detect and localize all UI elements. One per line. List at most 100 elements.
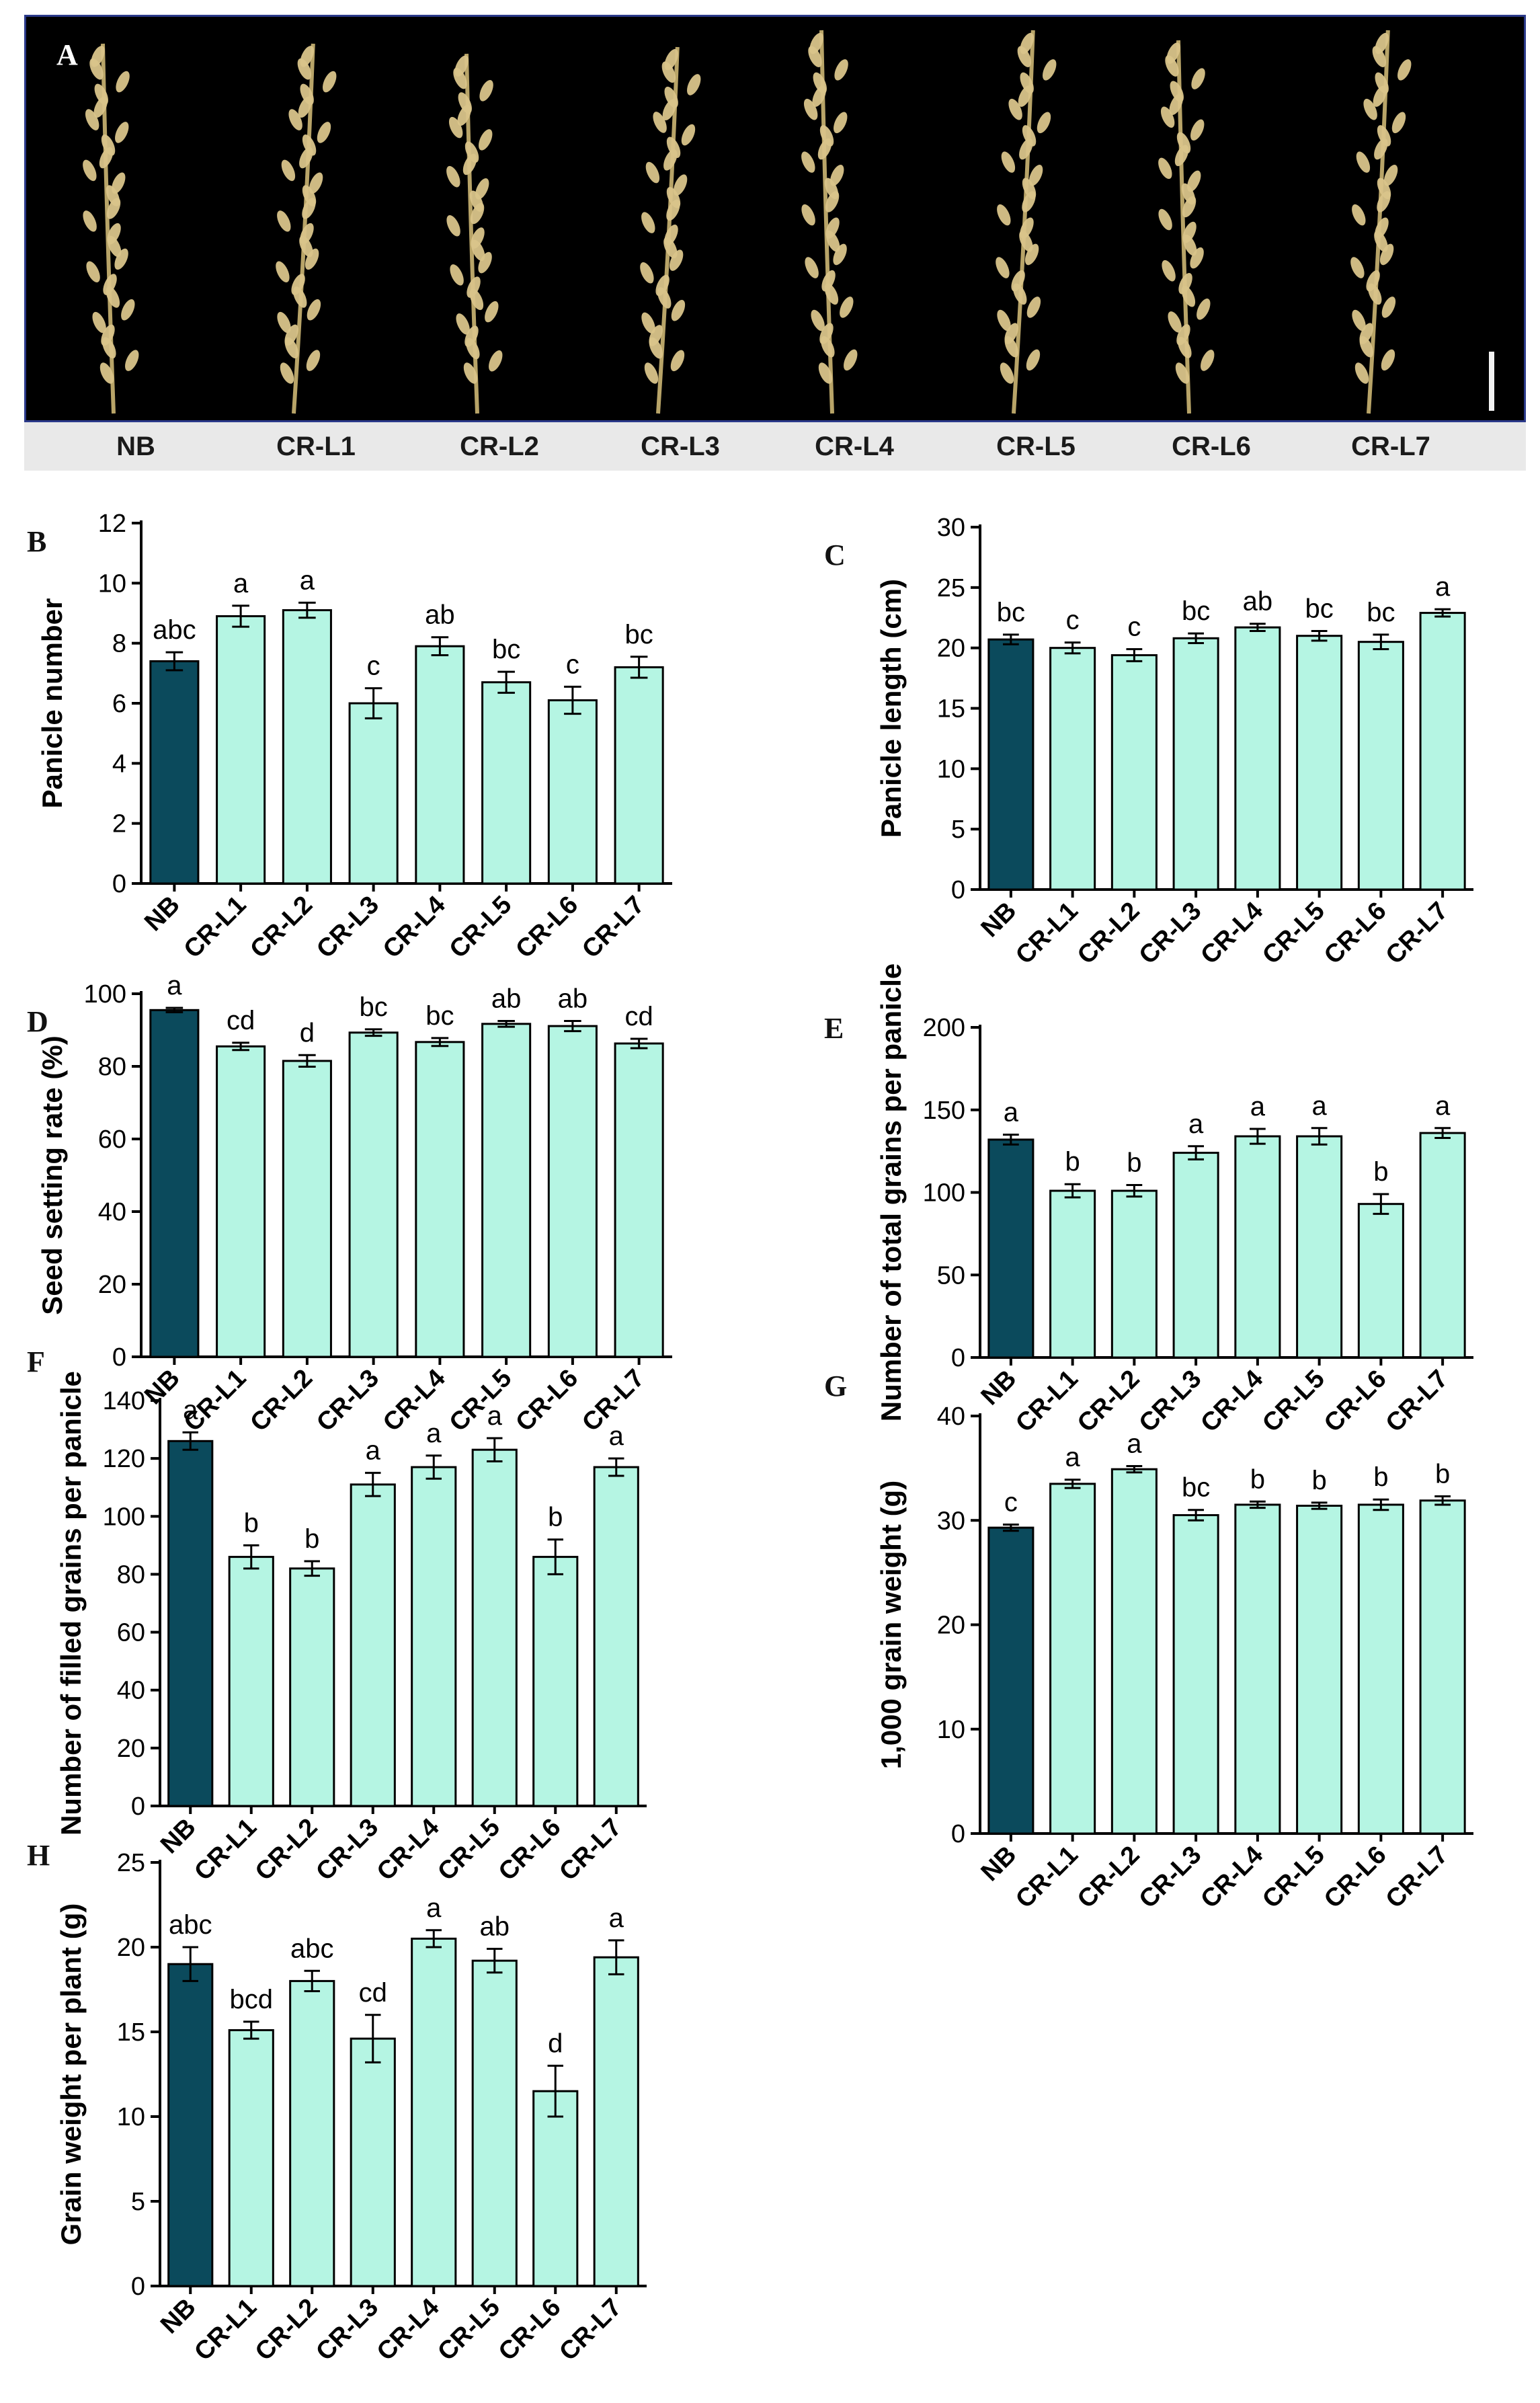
bar-cr-l3 [348, 1031, 399, 1358]
significance-letter-nb: c [1004, 1487, 1018, 1517]
grain [300, 46, 314, 67]
y-tick-label: 20 [98, 1271, 126, 1299]
significance-letter-nb: abc [169, 1910, 212, 1940]
grain [284, 324, 298, 346]
grain [317, 122, 331, 143]
bar-cr-l5 [1296, 1135, 1343, 1359]
grain [1181, 183, 1196, 205]
significance-letter-cr-l2: a [300, 565, 315, 595]
grain [1187, 170, 1201, 192]
grain [1350, 257, 1365, 278]
grain [485, 301, 499, 323]
grain [1352, 204, 1366, 226]
y-tick-label: 0 [131, 1793, 145, 1821]
grain [1170, 81, 1184, 102]
grain [1176, 132, 1191, 154]
bar-cr-l1 [1049, 1189, 1096, 1359]
significance-letter-cr-l3: bc [1182, 1473, 1210, 1503]
grain [103, 274, 117, 295]
grain [306, 350, 321, 371]
bar-cr-l3 [1172, 1513, 1219, 1835]
grain [819, 323, 834, 344]
significance-letter-cr-l2: a [1127, 1429, 1142, 1459]
grain [1397, 59, 1412, 81]
grain [1366, 270, 1380, 292]
significance-letter-cr-l4: ab [425, 600, 455, 630]
bar-nb [167, 1440, 214, 1807]
grain [844, 349, 858, 371]
grain [1178, 272, 1192, 294]
significance-letter-cr-l3: bc [360, 992, 388, 1022]
bar-cr-l2 [1110, 654, 1158, 891]
grain [92, 311, 106, 333]
significance-letter-nb: a [167, 971, 182, 1000]
grain [467, 276, 481, 298]
bar-cr-l7 [614, 1042, 664, 1358]
grain [825, 217, 840, 239]
grain [1004, 323, 1018, 344]
bar-nb [167, 1963, 214, 2287]
grain [281, 159, 296, 182]
significance-letter-cr-l2: b [1127, 1148, 1141, 1177]
grain [309, 172, 323, 194]
panicle-photo-panel [24, 15, 1526, 422]
significance-letter-cr-l1: bcd [230, 1985, 274, 2014]
grain [805, 257, 819, 278]
grain [830, 164, 844, 186]
x-tick-label-cr-l1: CR-L1 [189, 2293, 262, 2367]
grain [834, 59, 848, 81]
significance-letter-cr-l5: ab [480, 1912, 510, 1942]
significance-letter-cr-l3: a [1188, 1109, 1204, 1139]
grain [1375, 217, 1389, 239]
grain [288, 109, 302, 130]
panel-letter-h: H [27, 1839, 50, 1872]
significance-letter-cr-l3: c [367, 652, 380, 681]
bar-cr-l5 [1296, 1505, 1343, 1835]
grain [300, 83, 314, 106]
grain [1191, 68, 1205, 89]
grain [834, 112, 848, 134]
significance-letter-nb: bc [997, 598, 1025, 627]
y-tick-label: 150 [923, 1097, 965, 1125]
y-tick-label: 10 [117, 2103, 145, 2131]
y-tick-label: 15 [117, 2018, 145, 2047]
grain [821, 270, 836, 292]
significance-letter-cr-l2: b [305, 1524, 319, 1554]
photo-label-cr-l1: CR-L1 [276, 432, 356, 461]
grain [86, 261, 100, 283]
significance-letter-cr-l6: c [566, 649, 579, 679]
bar-cr-l2 [1110, 1189, 1158, 1359]
significance-letter-cr-l7: a [609, 1903, 624, 1933]
grain [640, 262, 654, 284]
grain [291, 274, 305, 295]
significance-letter-cr-l3: cd [359, 1978, 387, 2008]
grain [681, 124, 696, 146]
y-tick-label: 60 [117, 1619, 145, 1647]
grain [1162, 260, 1176, 282]
x-tick-label-nb: NB [155, 2293, 202, 2340]
grain [1008, 98, 1022, 120]
x-tick-label-cr-l3: CR-L3 [311, 2293, 384, 2367]
grain [997, 309, 1011, 331]
y-tick-label: 200 [923, 1014, 965, 1042]
bar-cr-l7 [1419, 612, 1466, 891]
significance-letter-cr-l3: a [366, 1436, 381, 1466]
grain [1190, 247, 1204, 269]
grain [114, 248, 128, 270]
significance-letter-cr-l6: d [548, 2028, 563, 2058]
grain [280, 362, 294, 384]
y-axis-label: Number of total grains per panicle [875, 963, 907, 1421]
bar-cr-l1 [216, 1045, 266, 1358]
panicle-cr-l7 [1350, 30, 1412, 414]
bar-cr-l2 [282, 609, 332, 885]
y-tick-label: 15 [937, 695, 965, 723]
grain [458, 92, 472, 114]
grain [1168, 311, 1182, 333]
grain [833, 243, 847, 266]
bar-nb [987, 638, 1035, 891]
panel-letter-f: F [27, 1345, 45, 1378]
panicle-nb [83, 43, 139, 414]
grain [649, 325, 663, 346]
